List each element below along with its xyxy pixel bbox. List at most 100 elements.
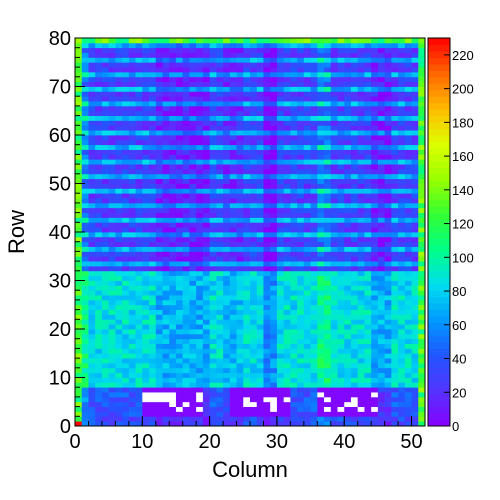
heatmap-cell (189, 382, 197, 388)
heatmap-cell (303, 173, 311, 180)
heatmap-cell (371, 202, 379, 209)
heatmap-cell (101, 401, 110, 407)
heatmap-cell (297, 62, 305, 68)
heatmap-cell (236, 382, 244, 388)
heatmap-cell (324, 406, 332, 412)
heatmap-cell (155, 270, 163, 277)
heatmap-cell (330, 343, 338, 349)
heatmap-cell (377, 173, 386, 180)
heatmap-cell (256, 159, 264, 165)
heatmap-cell (283, 353, 291, 359)
heatmap-cell (324, 86, 332, 92)
heatmap-cell (236, 96, 244, 102)
heatmap-cell (101, 62, 110, 68)
heatmap-cell (337, 261, 345, 267)
heatmap-cell (290, 207, 298, 213)
heatmap-cell (169, 358, 177, 364)
heatmap-cell (377, 120, 386, 126)
heatmap-cell (75, 47, 83, 53)
heatmap-cell (337, 324, 345, 330)
heatmap-cell (330, 348, 338, 354)
heatmap-cell (243, 329, 251, 335)
heatmap-cell (310, 270, 318, 277)
heatmap-cell (209, 387, 217, 393)
heatmap-cell (357, 324, 365, 330)
heatmap-cell (243, 130, 251, 136)
heatmap-cell (149, 338, 157, 344)
heatmap-cell (243, 91, 251, 97)
heatmap-cell (122, 270, 130, 277)
heatmap-cell (250, 382, 258, 388)
heatmap-cell (223, 96, 231, 102)
heatmap-cell (81, 372, 89, 378)
heatmap-cell (283, 338, 291, 344)
heatmap-cell (384, 130, 392, 136)
heatmap-cell (209, 372, 217, 378)
heatmap-cell (256, 193, 264, 199)
heatmap-cell (250, 348, 258, 354)
heatmap-cell (128, 67, 136, 73)
heatmap-cell (357, 299, 365, 306)
heatmap-cell (155, 246, 163, 252)
heatmap-cell (196, 314, 204, 320)
heatmap-cell (270, 144, 278, 150)
heatmap-cell (377, 246, 386, 252)
heatmap-cell (108, 401, 116, 407)
heatmap-cell (202, 329, 211, 335)
heatmap-cell (263, 202, 271, 209)
heatmap-cell (344, 139, 352, 146)
heatmap-cell (364, 62, 372, 68)
heatmap-cell (189, 333, 197, 340)
heatmap-cell (371, 246, 379, 252)
heatmap-cell (169, 217, 177, 223)
heatmap-cell (270, 396, 278, 403)
heatmap-cell (283, 304, 291, 310)
heatmap-cell (135, 57, 143, 63)
heatmap-cell (297, 207, 305, 213)
heatmap-cell (243, 154, 251, 160)
heatmap-cell (88, 178, 96, 184)
heatmap-cell (216, 149, 224, 155)
heatmap-cell (155, 168, 163, 175)
heatmap-cell (283, 178, 291, 184)
heatmap-cell (283, 290, 291, 296)
heatmap-cell (175, 67, 184, 73)
heatmap-cell (283, 256, 291, 262)
heatmap-cell (115, 168, 123, 175)
heatmap-cell (88, 280, 96, 286)
heatmap-cell (88, 416, 96, 422)
heatmap-cell (357, 304, 365, 310)
heatmap-cell (250, 120, 258, 126)
heatmap-cell (276, 401, 285, 407)
heatmap-cell (115, 188, 123, 194)
heatmap-cell (182, 314, 190, 320)
heatmap-cell (357, 314, 365, 320)
heatmap-cell (371, 353, 379, 359)
heatmap-cell (377, 396, 386, 403)
heatmap-cell (182, 270, 190, 277)
heatmap-cell (95, 421, 103, 427)
heatmap-cell (236, 396, 244, 403)
heatmap-cell (364, 348, 372, 354)
heatmap-cell (155, 256, 163, 262)
heatmap-cells (75, 38, 426, 427)
heatmap-cell (216, 110, 224, 116)
heatmap-cell (398, 304, 406, 310)
heatmap-cell (371, 227, 379, 233)
heatmap-cell (398, 421, 406, 427)
heatmap-cell (108, 178, 116, 184)
heatmap-cell (115, 115, 123, 121)
heatmap-cell (290, 42, 298, 49)
heatmap-cell (182, 251, 190, 257)
heatmap-cell (182, 236, 190, 243)
heatmap-cell (101, 246, 110, 252)
heatmap-cell (75, 62, 83, 68)
heatmap-cell (391, 101, 399, 107)
heatmap-cell (324, 309, 332, 315)
heatmap-cell (149, 47, 157, 53)
heatmap-cell (175, 38, 184, 44)
heatmap-cell (115, 353, 123, 359)
heatmap-cell (250, 217, 258, 223)
heatmap-cell (290, 130, 298, 136)
heatmap-cell (135, 256, 143, 262)
